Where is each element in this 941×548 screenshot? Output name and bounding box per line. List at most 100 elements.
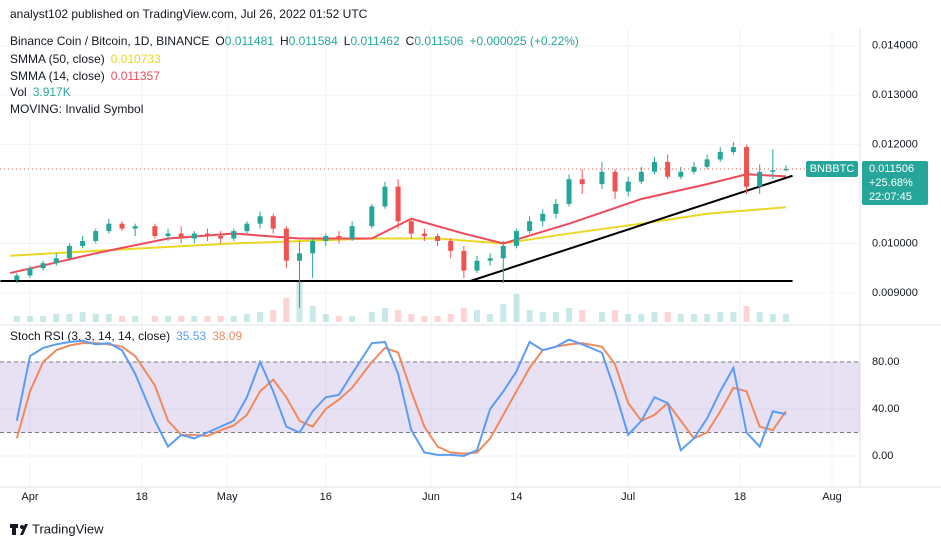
volume-bar <box>782 314 789 322</box>
candle-body <box>395 186 401 222</box>
volume-bar <box>151 316 158 322</box>
stoch-line <box>15 338 787 458</box>
candle-body <box>152 226 158 237</box>
volume-bar <box>309 306 316 322</box>
candle-body <box>106 223 112 232</box>
volume-bar <box>598 312 605 322</box>
volume-bar <box>105 314 112 322</box>
volume-bar <box>53 314 60 322</box>
candle-body <box>382 186 388 207</box>
x-tick-label: 18 <box>734 491 746 503</box>
volume-bar <box>283 298 290 322</box>
candle-body <box>231 231 237 239</box>
close: 0.011506 <box>414 34 463 48</box>
stoch-line <box>15 342 787 455</box>
candle-body <box>297 253 303 261</box>
price-box <box>862 161 928 206</box>
candle-body <box>448 240 454 251</box>
volume-bar <box>756 312 763 322</box>
h-letter: H <box>280 34 289 48</box>
x-tick-label: Jun <box>422 491 440 503</box>
candle-body <box>119 223 125 229</box>
candle-body <box>783 169 789 171</box>
volume-bar <box>566 308 573 322</box>
candle-body <box>513 231 519 246</box>
volume-bar <box>690 314 697 322</box>
y-tick-label: 0.013000 <box>872 89 918 101</box>
volume-bar <box>191 316 198 322</box>
candle-body <box>132 226 138 229</box>
candle-body <box>435 236 441 241</box>
candle-body <box>218 236 224 239</box>
volume-bar <box>230 316 237 322</box>
candle-body <box>770 170 776 172</box>
candle-body <box>14 275 20 280</box>
o-letter: O <box>215 34 224 48</box>
volume-bar <box>408 314 415 322</box>
candle-body <box>80 240 86 246</box>
legend-ohlc: Binance Coin / Bitcoin, 1D, BINANCE O0.01… <box>10 34 579 48</box>
stoch-k: 35.53 <box>176 329 206 343</box>
candle-body <box>244 223 250 232</box>
l-letter: L <box>344 34 351 48</box>
volume-bar <box>204 316 211 322</box>
price-label: 0.011506 <box>869 163 914 175</box>
volume-bar <box>717 312 724 322</box>
x-tick-label: 18 <box>136 491 148 503</box>
volume-bar <box>13 316 20 322</box>
legend-moving: MOVING: Invalid Symbol <box>10 102 143 116</box>
candle-body <box>730 147 736 153</box>
volume-bar <box>421 316 428 322</box>
volume-bar <box>513 294 520 322</box>
legend-sma14: SMMA (14, close) 0.011357 <box>10 69 160 83</box>
volume-bar <box>395 310 402 322</box>
volume-bar <box>165 316 172 322</box>
volume-bar <box>335 316 342 322</box>
volume-bar <box>539 312 546 322</box>
sma-value: 0.011357 <box>111 69 160 83</box>
candle-body <box>204 233 210 237</box>
legend-sma50: SMMA (50, close) 0.010733 <box>10 52 161 66</box>
candle-body <box>625 181 631 192</box>
volume-bar <box>26 316 33 322</box>
candle-body <box>744 147 750 187</box>
x-tick-label: 16 <box>320 491 332 503</box>
y-tick-label: 40.00 <box>872 403 900 415</box>
candle-body <box>717 152 723 160</box>
candle-body <box>612 171 618 192</box>
trendline <box>470 174 793 282</box>
volume-bar <box>487 314 494 322</box>
y-tick-label: 0.010000 <box>872 237 918 249</box>
volume-bar <box>460 308 467 322</box>
y-tick-label: 0.012000 <box>872 139 918 151</box>
candle-body <box>599 171 605 185</box>
volume-bar <box>769 314 776 322</box>
volume-bar <box>349 316 356 322</box>
candle-body <box>487 258 493 261</box>
volume-bar <box>66 314 73 322</box>
candle-body <box>540 213 546 222</box>
y-tick-label: 0.009000 <box>872 287 918 299</box>
candle-body <box>651 161 657 172</box>
volume-bar <box>664 312 671 322</box>
x-tick-label: Jul <box>621 491 635 503</box>
y-tick-label: 0.00 <box>872 450 893 462</box>
volume-bar <box>677 314 684 322</box>
footer-brand: TradingView <box>32 521 104 536</box>
sma-line <box>10 206 787 257</box>
volume-bar <box>743 306 750 322</box>
ticker-label: BNBBTC <box>810 163 855 175</box>
candle-body <box>27 268 33 276</box>
candle-body <box>638 171 644 182</box>
volume-bar <box>625 314 632 322</box>
open: 0.011481 <box>225 34 274 48</box>
volume-bar <box>434 316 441 322</box>
candle-body <box>566 179 572 204</box>
vol-value: 3.917K <box>33 85 71 99</box>
x-tick-label: Apr <box>21 491 38 503</box>
volume-bar <box>178 316 185 322</box>
volume-bar <box>447 314 454 322</box>
candle-body <box>336 236 342 239</box>
change: +0.000025 (+0.22%) <box>469 34 578 48</box>
